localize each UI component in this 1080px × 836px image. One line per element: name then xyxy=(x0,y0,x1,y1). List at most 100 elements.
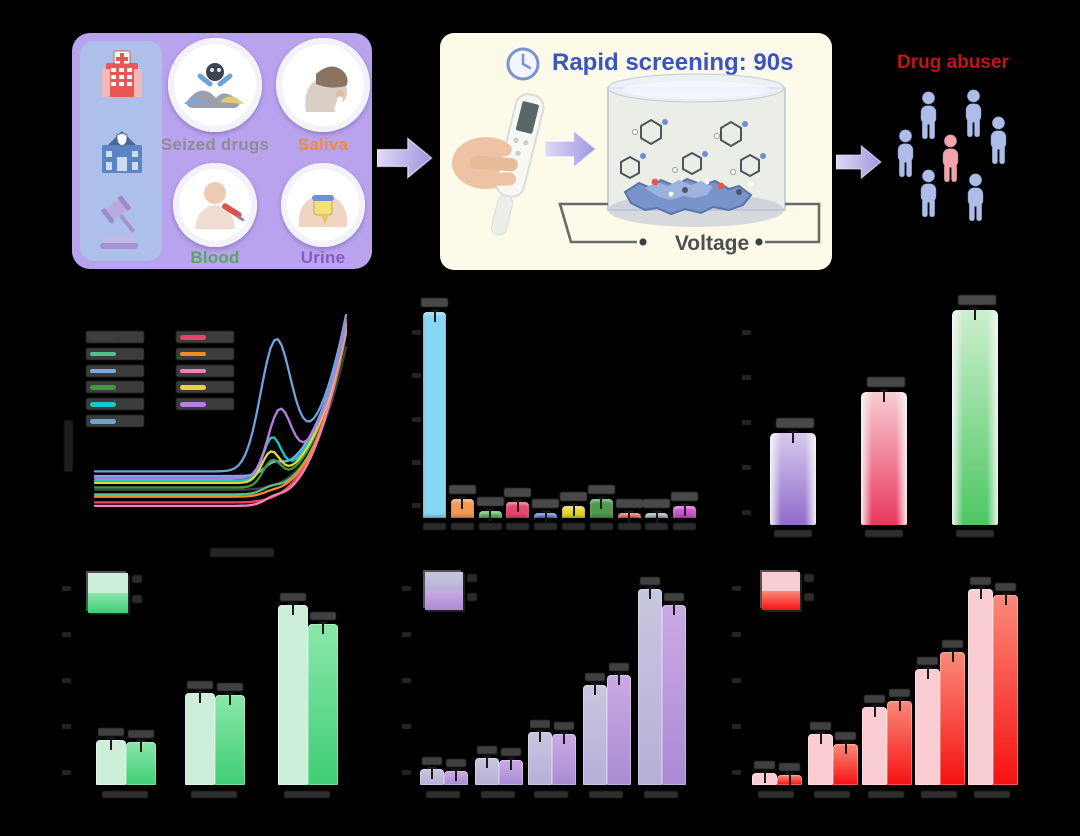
illegible-text-smudge xyxy=(530,720,550,729)
illegible-text-smudge xyxy=(477,745,497,754)
illegible-text-smudge xyxy=(810,722,831,731)
legend-key-steel-blue xyxy=(90,419,116,424)
cyan-line xyxy=(93,320,348,482)
illegible-text-smudge xyxy=(640,577,660,585)
error-bar xyxy=(451,768,461,782)
line-chart xyxy=(60,300,390,557)
illegible-text-smudge xyxy=(921,791,957,798)
illegible-text-smudge xyxy=(467,593,477,601)
illegible-text-smudge xyxy=(673,523,697,530)
axis-tick-smudge xyxy=(62,724,71,729)
illegible-text-smudge xyxy=(814,791,850,798)
legend-key-crimson xyxy=(180,335,206,340)
illegible-text-smudge xyxy=(645,523,669,530)
pink-line xyxy=(93,323,348,508)
illegible-text-smudge xyxy=(102,791,148,798)
axis-tick-smudge xyxy=(402,632,411,637)
illegible-text-smudge xyxy=(504,487,532,497)
error-bar xyxy=(841,741,850,754)
axis-tick-smudge xyxy=(412,373,421,379)
axis-tick-smudge xyxy=(732,770,741,775)
illegible-text-smudge xyxy=(804,574,814,582)
error-bar xyxy=(870,704,879,717)
axis-tick-smudge xyxy=(742,330,751,335)
error-bar xyxy=(482,755,492,768)
error-bar xyxy=(645,586,655,599)
illegible-text-smudge xyxy=(446,759,466,768)
illegible-text-smudge xyxy=(554,722,574,731)
error-bar xyxy=(760,770,769,784)
green-line xyxy=(93,325,348,489)
saliva-art xyxy=(305,66,348,112)
error-bar xyxy=(427,766,437,780)
illegible-text-smudge xyxy=(774,530,812,537)
legend-key-orange xyxy=(180,351,206,357)
illegible-text-smudge xyxy=(132,595,142,603)
illegible-text-smudge xyxy=(754,761,775,770)
crimson-line xyxy=(93,318,348,504)
blood-plate xyxy=(173,163,257,247)
axis-tick-smudge xyxy=(742,510,751,515)
illegible-text-smudge xyxy=(478,523,502,530)
bar xyxy=(887,700,912,785)
illegible-text-smudge xyxy=(974,791,1010,798)
seized-drugs-plate xyxy=(168,38,262,132)
person-icon-4 xyxy=(920,169,937,217)
illegible-text-smudge xyxy=(958,295,996,305)
bar xyxy=(423,312,446,518)
cornflower-blue-line xyxy=(93,320,348,478)
bar xyxy=(607,675,631,785)
illegible-text-smudge xyxy=(467,574,477,582)
error-bar xyxy=(569,503,578,516)
illegible-text-smudge xyxy=(942,639,963,648)
legend-key-light xyxy=(425,572,463,591)
person-icon-0 xyxy=(920,91,937,139)
illegible-text-smudge xyxy=(506,523,530,530)
gavel-icon xyxy=(96,195,148,249)
illegible-text-smudge xyxy=(423,523,446,530)
illegible-text-smudge xyxy=(64,420,73,472)
error-bar xyxy=(430,309,439,322)
error-bar xyxy=(680,503,690,516)
legend-key-sea-green xyxy=(90,351,116,357)
axis-tick-smudge xyxy=(412,459,421,465)
illegible-text-smudge xyxy=(534,791,568,798)
axis-tick-smudge xyxy=(402,724,411,729)
illegible-text-smudge xyxy=(217,682,243,691)
legend-key-yellow xyxy=(180,385,206,390)
axis-tick-smudge xyxy=(412,416,421,422)
legend-key-cornflower-blue xyxy=(90,368,116,374)
error-bar xyxy=(788,430,798,443)
sample-label-3: Urine xyxy=(300,248,346,267)
legend-key-light xyxy=(88,573,128,593)
axis-tick-smudge xyxy=(412,330,421,335)
bar xyxy=(215,694,245,785)
illegible-text-smudge xyxy=(779,763,800,772)
illegible-text-smudge xyxy=(776,417,814,428)
legend-key-cyan xyxy=(90,402,116,407)
abuser-title: Drug abuser xyxy=(897,52,1009,73)
legend-key-purple xyxy=(180,402,206,407)
bar-chart-triple xyxy=(740,295,1080,556)
illegible-text-smudge xyxy=(917,657,938,666)
legend-key-light xyxy=(762,572,800,591)
bar xyxy=(993,594,1018,785)
error-bar xyxy=(535,729,545,743)
axis-tick-smudge xyxy=(732,632,741,637)
illegible-text-smudge xyxy=(421,298,448,307)
illegible-text-smudge xyxy=(501,747,521,756)
illegible-text-smudge xyxy=(868,791,904,798)
legend-key-green xyxy=(90,385,116,390)
samples-panel: Seized drugs Saliva Blood Urine xyxy=(72,33,372,269)
axis-tick-smudge xyxy=(412,503,421,508)
seized-drugs-art xyxy=(184,63,244,108)
illegible-text-smudge xyxy=(956,530,994,537)
illegible-text-smudge xyxy=(864,694,885,703)
axis-tick-smudge xyxy=(62,632,71,637)
illegible-text-smudge xyxy=(615,498,643,508)
error-bar xyxy=(816,731,825,745)
bar xyxy=(861,391,907,525)
illegible-text-smudge xyxy=(865,530,903,537)
legend-key-dark xyxy=(762,591,800,610)
legend-key-black xyxy=(90,335,116,340)
